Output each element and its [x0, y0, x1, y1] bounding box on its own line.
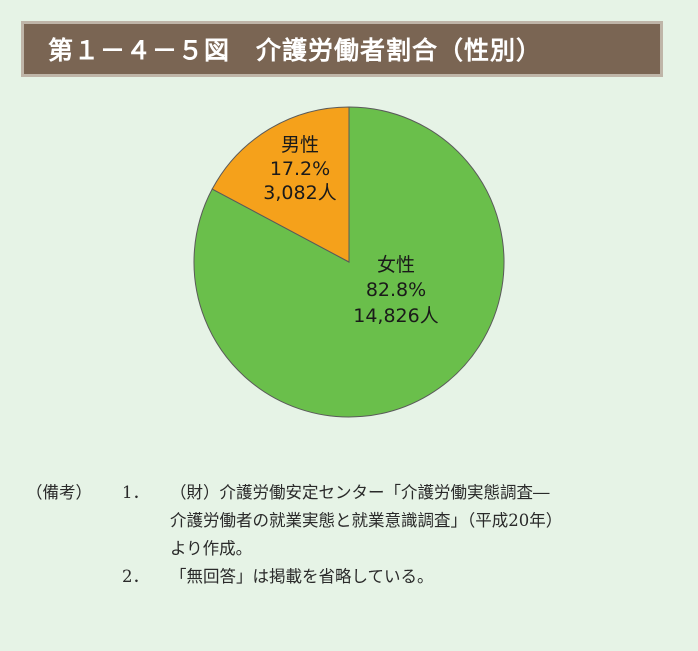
pie-chart: 男性 17.2% 3,082人 女性 82.8% 14,826人	[193, 106, 505, 418]
pie-slice-male	[211, 106, 350, 263]
title-bar: 第１－４－５図 介護労働者割合（性別）	[21, 21, 663, 77]
note-1-continued-2: より作成。	[26, 535, 686, 563]
notes: （備考） 1． （財）介護労働安定センター「介護労働実態調査― 介護労働者の就業…	[26, 479, 686, 591]
note-1-number: 1．	[122, 483, 149, 502]
note-1-line-1: （財）介護労働安定センター「介護労働実態調査―	[170, 483, 550, 502]
note-1-line-3: より作成。	[170, 539, 253, 558]
note-1-continued: 介護労働者の就業実態と就業意識調査」（平成20年）	[26, 507, 686, 535]
male-percent: 17.2%	[270, 158, 330, 180]
female-percent: 82.8%	[366, 279, 426, 301]
note-2-line-1: 「無回答」は掲載を省略している。	[170, 567, 434, 586]
female-label: 女性	[377, 254, 415, 276]
note-2-number: 2．	[122, 567, 149, 586]
note-1: （備考） 1． （財）介護労働安定センター「介護労働実態調査―	[26, 479, 686, 507]
chart-title: 第１－４－５図 介護労働者割合（性別）	[48, 36, 543, 65]
note-2: 2． 「無回答」は掲載を省略している。	[26, 563, 686, 591]
note-1-line-2: 介護労働者の就業実態と就業意識調査」（平成20年）	[170, 511, 563, 530]
female-count: 14,826人	[353, 305, 438, 327]
male-label: 男性	[281, 134, 319, 156]
male-count: 3,082人	[263, 182, 336, 204]
notes-label: （備考）	[26, 483, 92, 502]
